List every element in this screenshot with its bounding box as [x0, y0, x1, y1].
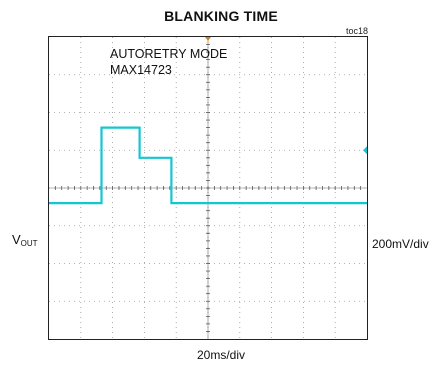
- channel-level-marker: [363, 146, 367, 155]
- waveform-trace: [49, 126, 367, 205]
- figure-id: toc18: [345, 26, 368, 36]
- annotation-part: MAX14723: [110, 63, 172, 77]
- y-label-main: V: [12, 232, 21, 247]
- oscilloscope-plot: AUTORETRY MODE MAX14723: [48, 36, 368, 340]
- y-label-sub: OUT: [20, 239, 38, 248]
- vertical-scale-label: 200mV/div: [372, 237, 429, 251]
- plot-area: [49, 37, 367, 339]
- chart-title: BLANKING TIME: [164, 8, 278, 24]
- trigger-marker: [205, 37, 211, 41]
- annotation-mode: AUTORETRY MODE: [110, 47, 228, 61]
- y-axis-label: VOUT: [12, 232, 38, 248]
- horizontal-scale-label: 20ms/div: [196, 348, 246, 362]
